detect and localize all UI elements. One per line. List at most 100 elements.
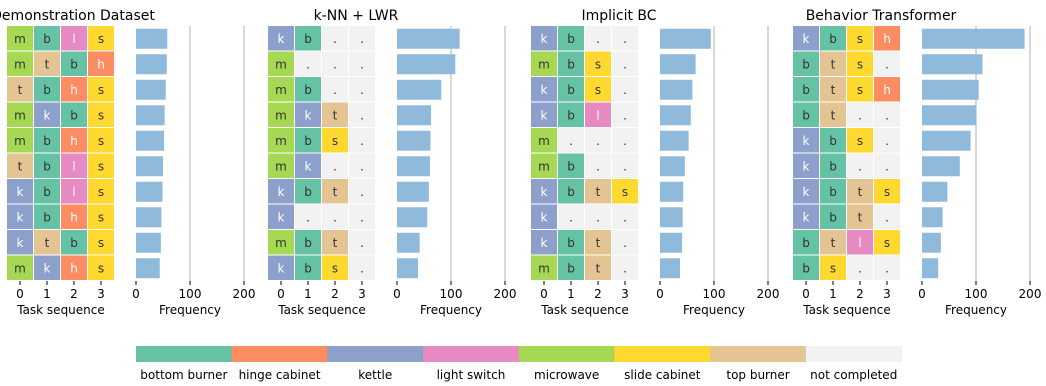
task-cell-label: . [569, 134, 573, 148]
legend-swatch [518, 346, 615, 362]
task-cell [847, 51, 873, 76]
task-cell-label: b [567, 159, 575, 173]
frequency-bar [660, 181, 684, 202]
task-cell-label: . [858, 108, 862, 122]
frequency-bar [660, 130, 689, 151]
task-cell [88, 255, 114, 280]
frequency-bar [397, 181, 429, 202]
task-cell [34, 102, 60, 127]
task-cell [612, 153, 638, 178]
frequency-bar [922, 105, 977, 126]
task-cell-label: k [305, 159, 312, 173]
task-cell-label: b [567, 236, 575, 250]
task-cell-label: s [857, 83, 863, 97]
task-cell [612, 204, 638, 229]
task-cell [295, 77, 321, 102]
task-cell [295, 26, 321, 51]
task-cell [322, 77, 348, 102]
task-cell [531, 128, 557, 153]
task-cell [558, 77, 584, 102]
task-cell-label: b [802, 261, 810, 275]
legend-label: bottom burner [140, 368, 227, 382]
task-cell [847, 179, 873, 204]
task-cell [322, 255, 348, 280]
frequency-bar [136, 156, 163, 177]
task-cell-label: l [72, 32, 75, 46]
task-cell-label: b [43, 159, 51, 173]
frequency-bar [136, 258, 160, 279]
task-cell-label: s [98, 83, 104, 97]
frequency-bar [922, 79, 979, 100]
task-cell-label: s [857, 57, 863, 71]
task-cell [268, 51, 294, 76]
legend-swatch [423, 346, 520, 362]
legend-label: light switch [437, 368, 506, 382]
task-cell-label: b [304, 83, 312, 97]
task-cell [847, 255, 873, 280]
frequency-bar [397, 105, 432, 126]
task-cell [874, 255, 900, 280]
task-cell-label: m [275, 108, 287, 122]
frequency-bar [136, 232, 161, 253]
frequency-tick-label: 0 [918, 287, 926, 301]
task-cell-label: b [829, 32, 837, 46]
task-cell [295, 204, 321, 229]
task-cell-label: . [858, 261, 862, 275]
task-tick-label: 0 [277, 287, 285, 301]
task-cell-label: b [43, 210, 51, 224]
task-cell [847, 153, 873, 178]
task-cell [847, 102, 873, 127]
task-cell-label: t [596, 185, 601, 199]
task-cell [322, 230, 348, 255]
task-cell-label: b [304, 32, 312, 46]
task-cell [349, 255, 375, 280]
task-cell [820, 26, 846, 51]
task-cell-label: t [831, 236, 836, 250]
task-tick-label: 2 [594, 287, 602, 301]
task-cell [268, 204, 294, 229]
task-cell-label: t [858, 185, 863, 199]
task-cell-label: b [802, 83, 810, 97]
task-cell-label: k [278, 32, 285, 46]
frequency-bar [397, 258, 419, 279]
task-cell-label: t [596, 261, 601, 275]
frequency-bar [136, 105, 165, 126]
frequency-bar [136, 207, 162, 228]
task-cell [874, 179, 900, 204]
task-cell-label: l [596, 108, 599, 122]
task-cell [558, 26, 584, 51]
task-cell-label: k [803, 159, 810, 173]
frequency-bar [136, 79, 166, 100]
task-cell-label: k [541, 32, 548, 46]
task-cell-label: k [803, 210, 810, 224]
task-cell [531, 102, 557, 127]
task-cell-label: b [304, 236, 312, 250]
task-tick-label: 3 [883, 287, 891, 301]
task-cell-label: . [360, 185, 364, 199]
task-cell-label: . [885, 159, 889, 173]
task-cell [61, 102, 87, 127]
frequency-bar [660, 232, 683, 253]
task-cell-label: . [306, 210, 310, 224]
task-cell [793, 255, 819, 280]
task-cell-label: . [360, 83, 364, 97]
task-tick-label: 3 [358, 287, 366, 301]
task-tick-label: 2 [70, 287, 78, 301]
task-cell [585, 255, 611, 280]
task-cell [612, 26, 638, 51]
task-cell-label: b [829, 134, 837, 148]
task-cell [34, 51, 60, 76]
task-cell-label: . [360, 210, 364, 224]
task-cell-label: b [567, 57, 575, 71]
task-cell-label: . [596, 159, 600, 173]
task-cell [322, 204, 348, 229]
task-cell-label: . [885, 108, 889, 122]
task-cell-label: s [98, 108, 104, 122]
task-cell [34, 204, 60, 229]
task-cell [612, 51, 638, 76]
task-cell [295, 255, 321, 280]
task-cell-label: . [623, 159, 627, 173]
legend-swatch [136, 346, 233, 362]
task-cell [585, 51, 611, 76]
task-cell-label: k [17, 185, 24, 199]
